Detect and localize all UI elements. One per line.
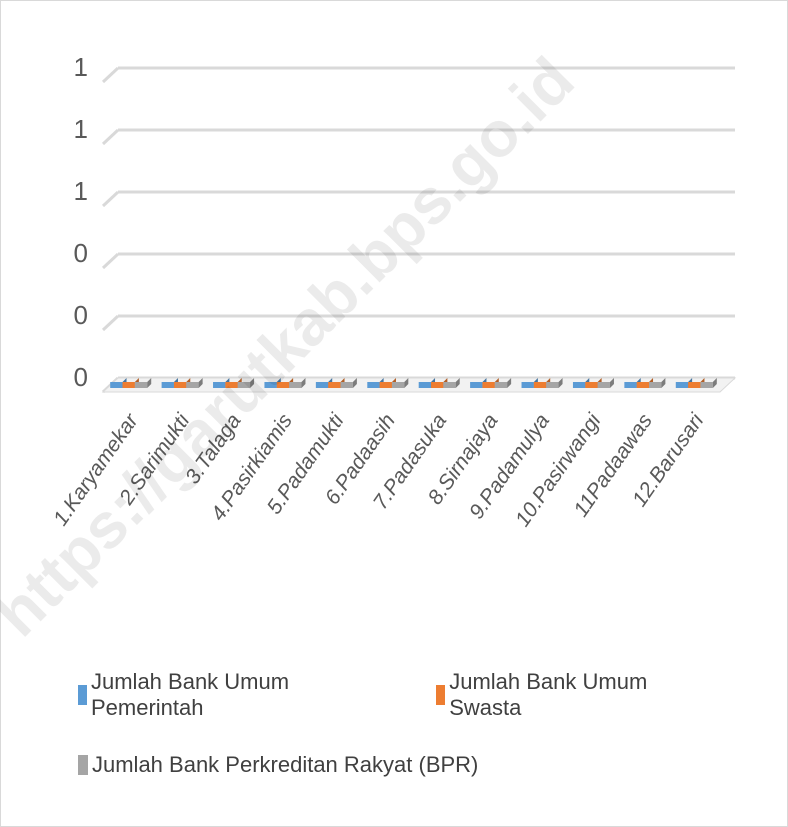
bar [134,382,148,388]
bar [213,382,226,388]
legend-label-bpr: Jumlah Bank Perkreditan Rakyat (BPR) [92,752,479,777]
bar [431,382,444,388]
bar-side [352,378,357,388]
bar [367,382,380,388]
bar [122,382,135,388]
legend-label-swasta: Jumlah Bank Umum Swasta [449,669,648,720]
bar [443,382,456,388]
bar [328,382,341,388]
bar [636,382,650,388]
bar [624,382,637,388]
bar [379,382,392,388]
bar-side [661,378,666,388]
gridline-depth [101,314,120,332]
bar [110,382,123,388]
gridline-depth [101,252,120,270]
legend: Jumlah Bank Umum Pemerintah Jumlah Bank … [78,669,758,788]
y-tick-label: 1 [74,114,88,144]
bar-side [712,378,717,388]
bar [597,382,610,388]
bar [237,382,251,388]
legend-item-swasta: Jumlah Bank Umum Swasta [436,669,698,721]
legend-row-1: Jumlah Bank Umum Pemerintah Jumlah Bank … [78,669,758,721]
bar-side [198,378,203,388]
bar [546,382,559,388]
y-tick-label: 0 [74,300,88,330]
bar [675,382,689,388]
x-tick-label: 1.Karyamekar [49,409,143,530]
bar-side [301,378,306,388]
bar-side [147,378,152,388]
legend-swatch-bpr [78,755,88,775]
bar [264,382,277,388]
bar [276,382,290,388]
bar [482,382,495,388]
legend-row-2: Jumlah Bank Perkreditan Rakyat (BPR) [78,742,758,788]
bar [186,382,199,388]
gridline-depth [101,190,120,208]
bar [533,382,547,388]
bar-side [507,378,512,388]
bar-side [404,378,409,388]
bar-side [250,378,255,388]
bar [225,382,238,388]
bar [494,382,508,388]
y-tick-label: 1 [74,52,88,82]
bar [521,382,534,388]
bar [649,382,662,388]
bar [585,382,598,388]
bar [289,382,302,388]
legend-label-pemerintah: Jumlah Bank Umum Pemerintah [91,669,290,720]
gridline-depth [101,66,120,84]
gridline-depth [101,128,120,146]
bar-side [609,378,614,388]
bar [315,382,329,388]
bar [572,382,586,388]
legend-item-bpr: Jumlah Bank Perkreditan Rakyat (BPR) [78,752,478,778]
bar-side [558,378,563,388]
y-tick-label: 0 [74,238,88,268]
y-tick-label: 0 [74,362,88,392]
legend-item-pemerintah: Jumlah Bank Umum Pemerintah [78,669,376,721]
bar [688,382,701,388]
bar [340,382,353,388]
bar-side [455,378,460,388]
legend-swatch-pemerintah [78,685,87,705]
bar [391,382,405,388]
bar [418,382,432,388]
y-tick-label: 1 [74,176,88,206]
bar [173,382,187,388]
legend-swatch-swasta [436,685,446,705]
bar [470,382,483,388]
bar [161,382,174,388]
bar [700,382,713,388]
